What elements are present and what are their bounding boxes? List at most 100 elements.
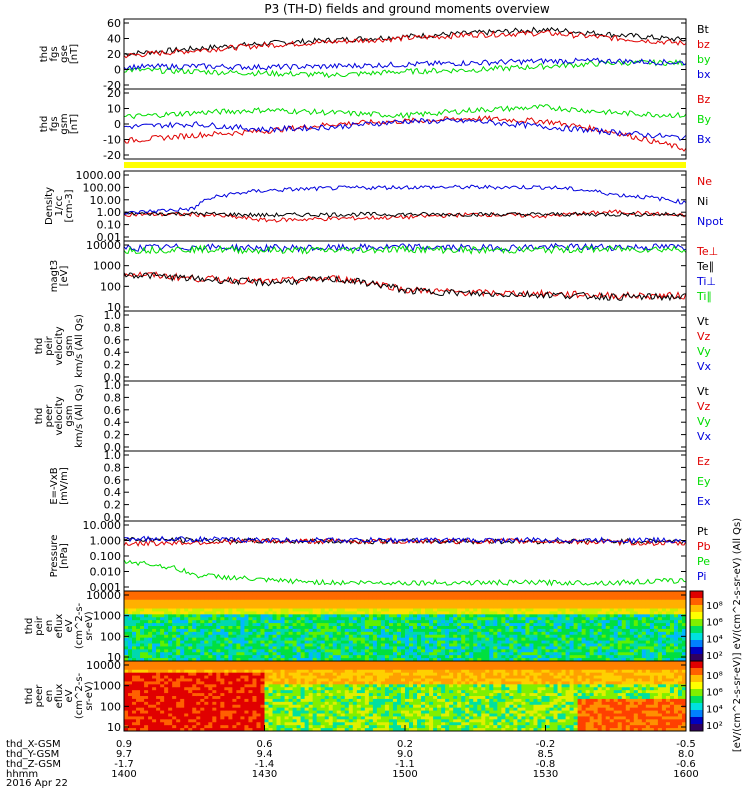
spectrogram-cell — [497, 603, 502, 606]
spectrogram-cell — [313, 693, 318, 696]
spectrogram-cell — [313, 681, 318, 684]
legend-entry-bx: bx — [697, 68, 711, 81]
spectrogram-cell — [590, 603, 595, 606]
spectrogram-cell — [381, 655, 386, 658]
spectrogram-cell — [666, 591, 671, 594]
spectrogram-cell — [277, 638, 282, 641]
spectrogram-cell — [132, 679, 137, 682]
spectrogram-cell — [457, 632, 462, 635]
spectrogram-cell — [289, 600, 294, 603]
spectrogram-cell — [140, 597, 145, 600]
spectrogram-cell — [309, 646, 314, 649]
spectrogram-cell — [666, 626, 671, 629]
spectrogram-cell — [582, 632, 587, 635]
spectrogram-cell — [297, 679, 302, 682]
y-axis-label: km/s (All Qs) — [74, 314, 85, 378]
spectrogram-cell — [453, 609, 458, 612]
spectrogram-cell — [216, 705, 221, 708]
spectrogram-cell — [184, 638, 189, 641]
spectrogram-cell — [437, 638, 442, 641]
spectrogram-cell — [204, 711, 209, 714]
spectrogram-cell — [654, 644, 659, 647]
spectrogram-cell — [188, 609, 193, 612]
spectrogram-cell — [626, 617, 631, 620]
spectrogram-cell — [248, 711, 253, 714]
spectrogram-cell — [252, 617, 257, 620]
spectrogram-cell — [144, 673, 149, 676]
spectrogram-cell — [176, 661, 181, 664]
spectrogram-cell — [180, 620, 185, 623]
spectrogram-cell — [281, 696, 286, 699]
spectrogram-cell — [558, 606, 563, 609]
spectrogram-cell — [329, 626, 334, 629]
spectrogram-cell — [168, 597, 173, 600]
spectrogram-cell — [529, 652, 534, 655]
spectrogram-cell — [301, 644, 306, 647]
spectrogram-cell — [297, 646, 302, 649]
spectrogram-cell — [501, 617, 506, 620]
spectrogram-cell — [244, 606, 249, 609]
spectrogram-cell — [301, 606, 306, 609]
spectrogram-cell — [208, 638, 213, 641]
spectrogram-cell — [610, 632, 615, 635]
spectrogram-cell — [610, 606, 615, 609]
spectrogram-cell — [172, 652, 177, 655]
spectrogram-cell — [465, 652, 470, 655]
spectrogram-cell — [248, 679, 253, 682]
spectrogram-cell — [256, 646, 261, 649]
spectrogram-cell — [188, 635, 193, 638]
spectrogram-cell — [277, 670, 282, 673]
spectrogram-cell — [614, 617, 619, 620]
spectrogram-cell — [224, 705, 229, 708]
legend-entry-Pe: Pe — [697, 555, 710, 568]
spectrogram-cell — [188, 652, 193, 655]
spectrogram-cell — [124, 649, 129, 652]
spectrogram-cell — [401, 629, 406, 632]
spectrogram-cell — [208, 716, 213, 719]
spectrogram-cell — [140, 646, 145, 649]
spectrogram-cell — [132, 702, 137, 705]
spectrogram-cell — [574, 644, 579, 647]
spectrogram-cell — [421, 638, 426, 641]
spectrogram-cell — [148, 708, 153, 711]
legend-entry-Vt: Vt — [697, 385, 710, 398]
spectrogram-cell — [313, 641, 318, 644]
spectrogram-cell — [333, 687, 338, 690]
spectrogram-cell — [493, 638, 498, 641]
spectrogram-cell — [212, 725, 217, 728]
spectrogram-cell — [232, 676, 237, 679]
spectrogram-cell — [281, 699, 286, 702]
spectrogram-cell — [317, 661, 322, 664]
spectrogram-cell — [269, 603, 274, 606]
spectrogram-cell — [260, 614, 265, 617]
spectrogram-cell — [562, 649, 567, 652]
spectrogram-cell — [586, 597, 591, 600]
spectrogram-cell — [192, 670, 197, 673]
spectrogram-cell — [345, 676, 350, 679]
spectrogram-cell — [277, 679, 282, 682]
spectrogram-cell — [260, 632, 265, 635]
spectrogram-cell — [256, 641, 261, 644]
spectrogram-cell — [662, 644, 667, 647]
data-quality-bar — [124, 162, 686, 168]
spectrogram-cell — [582, 655, 587, 658]
spectrogram-cell — [128, 661, 133, 664]
spectrogram-cell — [566, 626, 571, 629]
spectrogram-cell — [301, 716, 306, 719]
spectrogram-cell — [148, 702, 153, 705]
spectrogram-cell — [505, 620, 510, 623]
spectrogram-cell — [650, 632, 655, 635]
spectrogram-cell — [180, 716, 185, 719]
spectrogram-cell — [317, 687, 322, 690]
spectrogram-cell — [260, 705, 265, 708]
spectrogram-cell — [244, 725, 249, 728]
spectrogram-cell — [365, 644, 370, 647]
spectrogram-cell — [529, 620, 534, 623]
spectrogram-cell — [180, 614, 185, 617]
spectrogram-cell — [144, 661, 149, 664]
spectrogram-cell — [393, 626, 398, 629]
spectrogram-cell — [289, 597, 294, 600]
spectrogram-cell — [188, 684, 193, 687]
spectrogram-cell — [256, 722, 261, 725]
spectrogram-cell — [204, 679, 209, 682]
